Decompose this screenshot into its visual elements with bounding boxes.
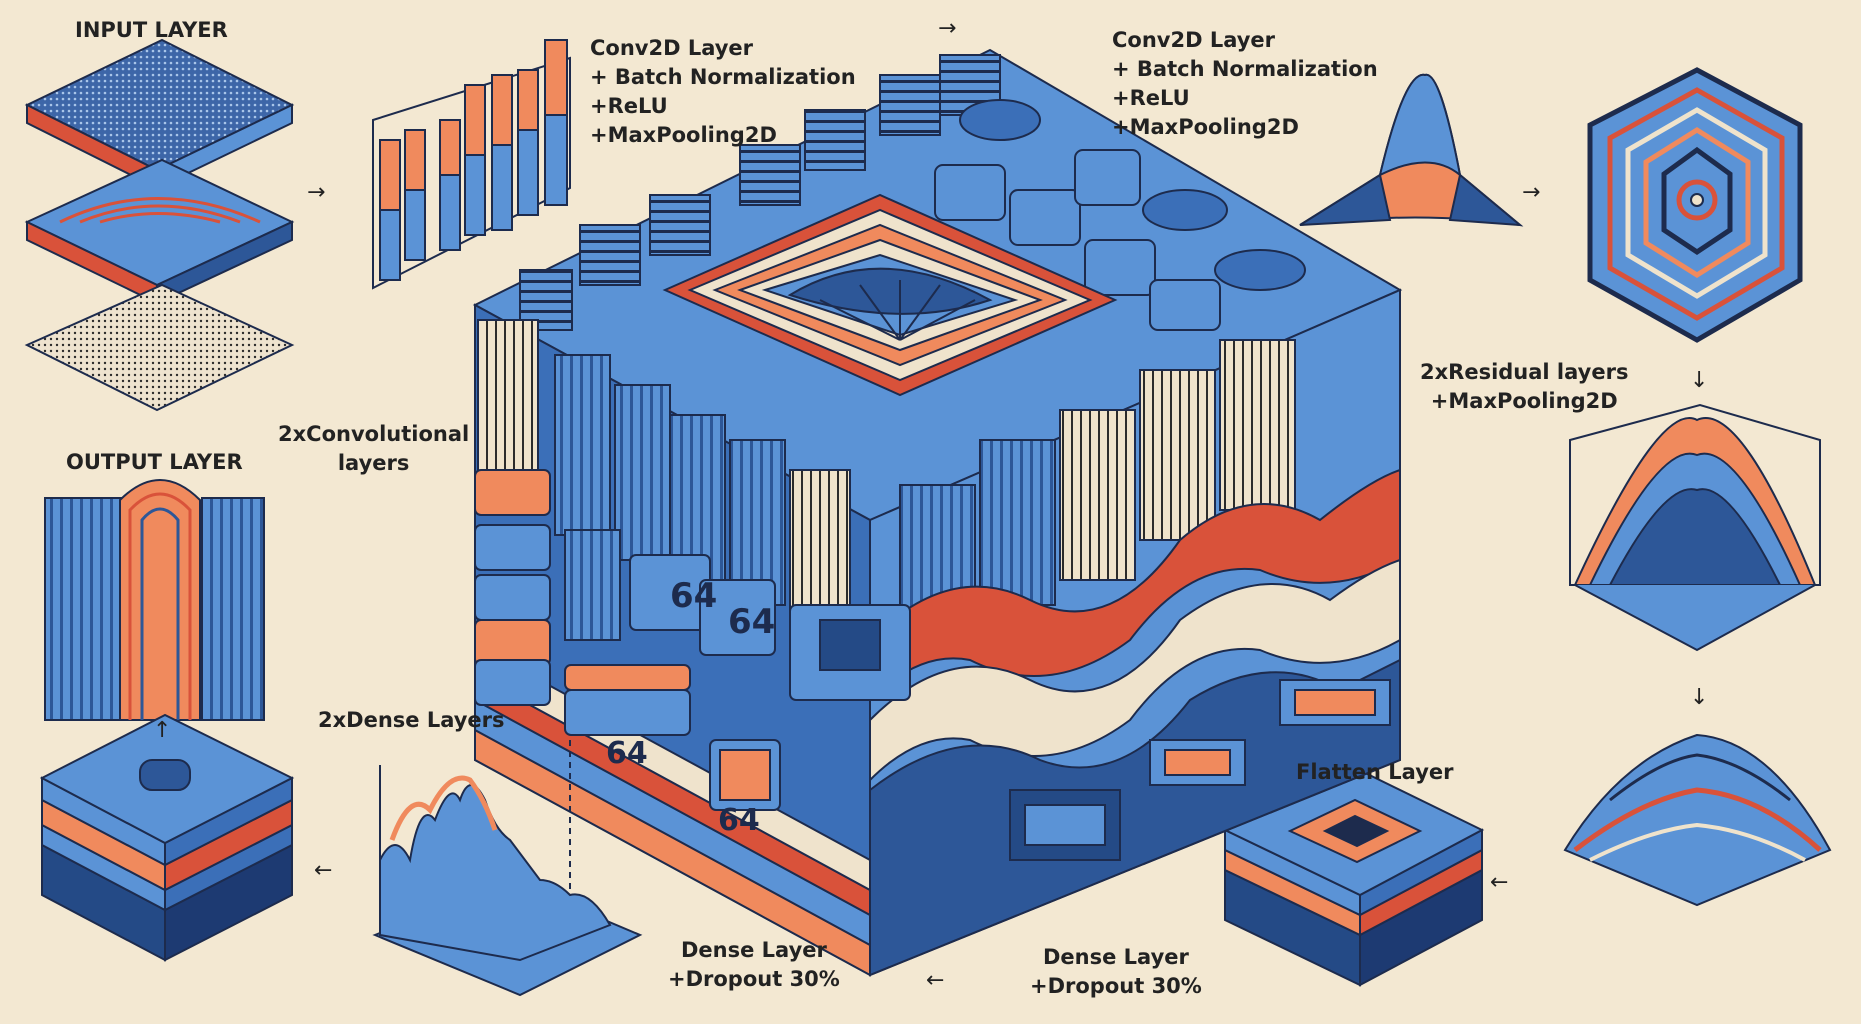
dense-dropout-1-line-1: Dense Layer — [680, 938, 827, 962]
hexagon-illustration — [1587, 67, 1803, 343]
conv-layers-label: 2xConvolutional layers — [278, 420, 469, 478]
conv-block-1-label: Conv2D Layer + Batch Normalization +ReLU… — [590, 34, 856, 150]
residual-label: 2xResidual layers +MaxPooling2D — [1420, 358, 1628, 416]
conv-block-2-line-2: + Batch Normalization — [1112, 57, 1378, 81]
conv-block-2-label: Conv2D Layer + Batch Normalization +ReLU… — [1112, 26, 1378, 142]
peak-illustration — [1299, 73, 1524, 227]
cube-number-3: 64 — [606, 736, 648, 771]
arrow-left-icon: ← — [926, 968, 945, 993]
dense-dropout-2-line-2: +Dropout 30% — [1030, 974, 1202, 998]
conv-layers-line-2: layers — [337, 451, 410, 475]
arrow-down-icon: ↓ — [1690, 685, 1709, 710]
dense-dropout-1-line-2: +Dropout 30% — [668, 967, 840, 991]
arrow-down-icon: ↓ — [1690, 368, 1709, 393]
dense-dropout-1-label: Dense Layer +Dropout 30% — [668, 936, 840, 994]
arrow-right-icon: → — [307, 180, 326, 205]
cube-number-2: 64 — [728, 602, 775, 642]
flatten-layer-label: Flatten Layer — [1296, 760, 1454, 784]
conv-block-1-line-1: Conv2D Layer — [590, 36, 754, 60]
arrow-right-icon: → — [1522, 180, 1541, 205]
cube-number-4: 64 — [718, 803, 760, 838]
conv-layers-line-1: 2xConvolutional — [278, 422, 470, 446]
dense-dropout-2-label: Dense Layer +Dropout 30% — [1030, 943, 1202, 1001]
output-layer-illustration — [44, 479, 265, 721]
input-layer-illustration — [24, 38, 295, 412]
arrow-up-icon: ↑ — [153, 718, 172, 743]
bar-chart-illustration — [372, 39, 571, 290]
mountain-illustration — [1563, 733, 1832, 907]
conv-block-1-line-4: +MaxPooling2D — [590, 123, 777, 147]
residual-line-2: +MaxPooling2D — [1430, 389, 1618, 413]
bell-curve-illustration — [1569, 403, 1821, 652]
conv-block-2-line-1: Conv2D Layer — [1112, 28, 1276, 52]
dense-dropout-2-line-1: Dense Layer — [1042, 945, 1189, 969]
central-cube-illustration: 64 64 64 64 — [472, 48, 1403, 977]
input-layer-label: INPUT LAYER — [75, 18, 228, 42]
stacked-block-illustration — [39, 713, 295, 962]
conv-block-1-line-3: +ReLU — [590, 94, 668, 118]
output-layer-label: OUTPUT LAYER — [66, 450, 243, 474]
cube-number-1: 64 — [670, 576, 717, 616]
residual-line-1: 2xResidual layers — [1420, 360, 1629, 384]
dense-layers-label: 2xDense Layers — [318, 708, 505, 732]
conv-block-2-line-3: +ReLU — [1112, 86, 1190, 110]
dense-histogram-illustration — [372, 765, 643, 997]
conv-block-1-line-2: + Batch Normalization — [590, 65, 856, 89]
arrow-left-icon: ← — [314, 858, 333, 883]
conv-block-2-line-4: +MaxPooling2D — [1112, 115, 1299, 139]
arrow-right-icon: → — [938, 16, 957, 41]
arrow-left-icon: ← — [1490, 870, 1509, 895]
